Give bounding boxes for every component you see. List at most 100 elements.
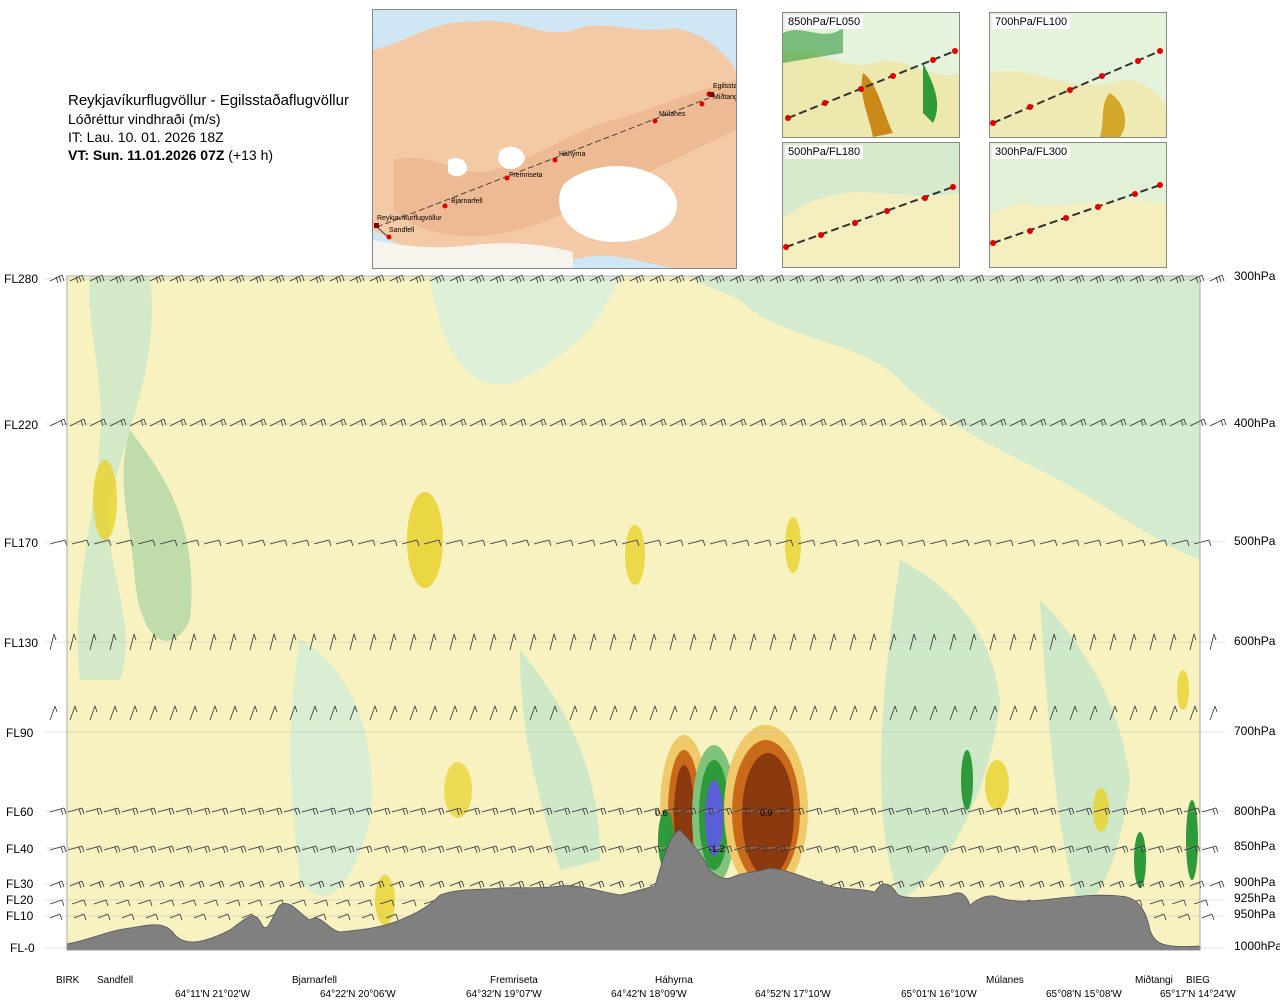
wind-barb — [189, 633, 197, 651]
wind-barb — [607, 845, 625, 854]
wind-barb — [797, 539, 816, 547]
valid-time-main: VT: Sun. 11.01.2026 07Z — [68, 147, 225, 163]
wind-barb — [489, 880, 505, 889]
wind-barb — [1169, 633, 1177, 651]
wind-barb — [969, 880, 985, 889]
wind-barb — [1069, 633, 1077, 651]
wind-barb — [889, 705, 898, 721]
wind-barb — [1057, 845, 1075, 854]
wind-barb — [775, 539, 794, 547]
wind-barb — [309, 418, 327, 427]
wind-barb — [309, 880, 325, 889]
wind-barb — [849, 274, 865, 284]
wind-barb — [629, 633, 637, 651]
field-up-cell — [985, 760, 1009, 810]
wind-barb — [1069, 705, 1078, 721]
wind-barb — [929, 418, 947, 427]
waypoint-label: Sandfell — [97, 975, 134, 986]
wind-barb — [1201, 807, 1219, 816]
wind-barb — [789, 633, 797, 651]
wind-barb — [1061, 539, 1080, 547]
wind-barb — [749, 633, 757, 651]
field-up-cell — [407, 492, 443, 588]
wind-barb — [329, 705, 338, 721]
wind-barb — [1021, 845, 1039, 854]
wind-barb — [1169, 418, 1187, 427]
wind-barb — [289, 274, 305, 284]
pressure-tick-label: 500hPa — [1234, 534, 1276, 548]
wind-barb — [289, 705, 298, 721]
wind-barb — [809, 418, 827, 427]
wind-barb — [1129, 705, 1138, 721]
wind-barb — [193, 913, 207, 921]
wind-barb — [1003, 807, 1021, 816]
wind-barb — [1093, 807, 1111, 816]
wind-barb — [869, 274, 885, 284]
fl-tick-label: FL10 — [6, 909, 34, 923]
panel-300-graphic — [990, 143, 1166, 267]
wind-barb — [929, 274, 945, 284]
wind-barb — [159, 899, 175, 907]
wind-barb — [247, 845, 265, 854]
wind-barb — [121, 845, 139, 854]
wind-barb — [409, 705, 418, 721]
wind-barb — [1069, 880, 1085, 889]
wind-barb — [769, 418, 787, 427]
wind-barb — [409, 880, 425, 889]
wind-barb — [357, 899, 373, 907]
wind-barb — [1003, 845, 1021, 854]
wind-barb — [229, 418, 247, 427]
terrain-profile — [66, 829, 1201, 951]
wind-barb — [1089, 633, 1097, 651]
wind-barb — [269, 633, 277, 651]
panel-300-label: 300hPa/FL300 — [992, 145, 1071, 159]
panel-850: 850hPa/FL050 — [782, 12, 960, 138]
wind-barb — [1169, 880, 1185, 889]
wind-barb — [609, 633, 617, 651]
wind-barb — [769, 633, 777, 651]
wind-barb — [729, 705, 738, 721]
wind-barb — [829, 705, 838, 721]
wind-barb — [509, 274, 525, 284]
wind-barb — [1165, 845, 1183, 854]
wind-barb — [129, 633, 137, 651]
wind-barb — [729, 418, 747, 427]
latlon-tick-label: 64°11'N 21°02'W — [175, 989, 251, 1000]
wind-barb — [1049, 418, 1067, 427]
vertical-velocity-field — [67, 276, 1200, 950]
wind-barb — [1149, 418, 1167, 427]
wind-barb — [931, 845, 949, 854]
wind-barb — [449, 418, 467, 427]
pressure-tick-label: 925hPa — [1234, 891, 1276, 905]
wind-barb — [469, 705, 478, 721]
latlon-tick-label: 64°52'N 17°10'W — [755, 989, 831, 1000]
wind-barb — [189, 418, 207, 427]
wind-barb — [379, 539, 398, 547]
wind-barb — [449, 274, 465, 284]
wind-barb — [969, 633, 977, 651]
wind-barb — [805, 807, 823, 816]
wind-barb — [689, 274, 705, 284]
wind-barb — [1075, 807, 1093, 816]
wind-barb — [609, 880, 625, 889]
wind-barb — [787, 807, 805, 816]
wind-barb — [49, 913, 63, 921]
wind-barb — [787, 845, 805, 854]
wind-barb — [849, 705, 858, 721]
wind-barb — [429, 633, 437, 651]
wind-barb — [1049, 880, 1065, 889]
wind-barb — [69, 418, 87, 427]
fl-tick-label: FL20 — [6, 893, 34, 907]
wind-barb — [85, 807, 103, 816]
wind-barb — [769, 807, 787, 816]
wind-barb — [751, 807, 769, 816]
wind-barb — [509, 418, 527, 427]
wind-barb — [229, 633, 237, 651]
wind-barb — [157, 845, 175, 854]
wind-barb — [1069, 274, 1085, 284]
wind-barb — [1069, 418, 1087, 427]
wind-barb — [1209, 274, 1225, 284]
wind-barb — [571, 845, 589, 854]
wind-barb — [621, 539, 640, 547]
plot-frame — [66, 275, 1201, 951]
